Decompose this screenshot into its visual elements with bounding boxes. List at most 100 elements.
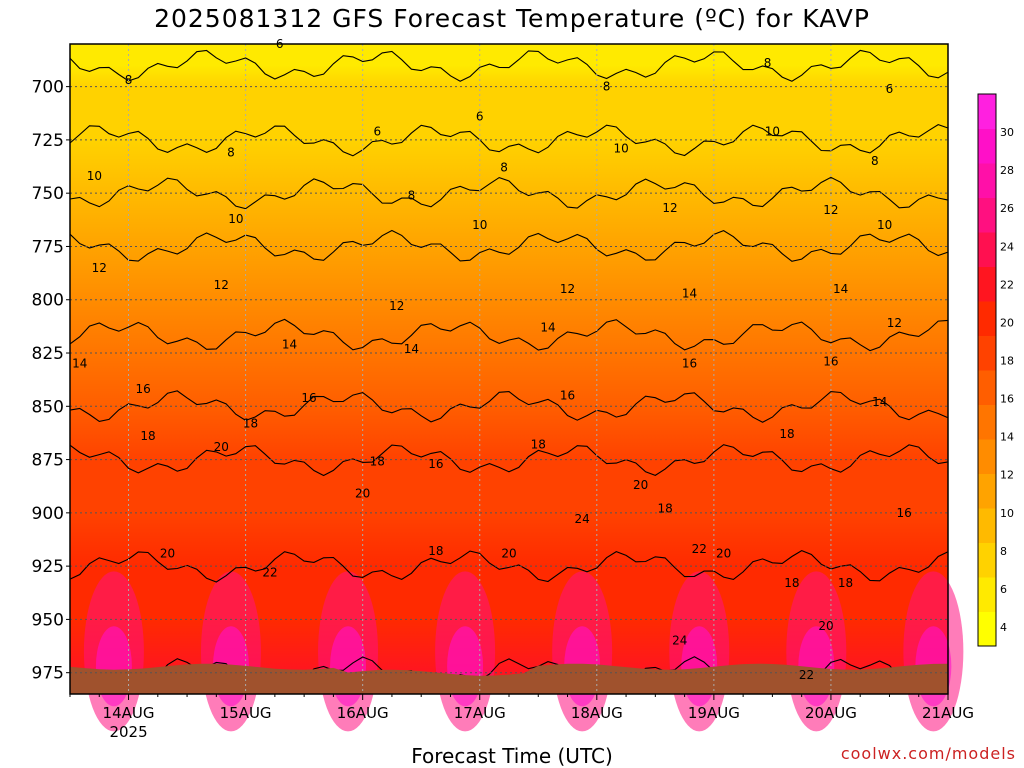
- contour-label: 8: [125, 73, 133, 87]
- contour-label: 12: [92, 261, 107, 275]
- contour-label: 16: [896, 506, 911, 520]
- contour-label: 24: [575, 512, 590, 526]
- contour-label: 14: [72, 357, 87, 371]
- contour-line-10: [69, 176, 949, 210]
- contour-label: 14: [282, 337, 297, 351]
- contour-label: 18: [140, 429, 155, 443]
- contour-label: 18: [428, 544, 443, 558]
- contour-label: 6: [886, 82, 894, 96]
- colorbar-frame: [977, 93, 997, 647]
- contour-label: 20: [818, 619, 833, 633]
- contour-labels: 14 10 12 8 16 18 20 8 10 12 20 18 22 6 14 16 6 8 12 14 20 18 1…: [72, 37, 912, 682]
- terrain-surface: [70, 663, 948, 694]
- x-tick-label: 20AUG: [805, 704, 857, 722]
- x-tick-label: 14AUG: [103, 704, 155, 722]
- colorbar-swatch: [978, 542, 996, 578]
- y-tick-label: 725: [32, 131, 64, 151]
- y-tick-label: 925: [32, 557, 64, 577]
- contour-label: 22: [262, 566, 277, 580]
- y-tick-label: 950: [32, 610, 64, 630]
- contour-line-20: [69, 549, 949, 583]
- contour-label: 20: [355, 487, 370, 501]
- colorbar-swatch: [978, 197, 996, 233]
- credit-link[interactable]: coolwx.com/models: [840, 744, 1016, 763]
- colorbar-swatch: [978, 335, 996, 371]
- x-tick-label: 17AUG: [454, 704, 506, 722]
- contour-label: 10: [472, 218, 487, 232]
- colorbar: 4 6 8 10 12 14 16 18 20 22 24 26 28 30: [977, 93, 1014, 647]
- colorbar-label: 16: [1000, 393, 1014, 406]
- colorbar-label: 18: [1000, 354, 1014, 367]
- contour-label: 14: [833, 282, 848, 296]
- colorbar-label: 10: [1000, 507, 1014, 520]
- contour-label: 14: [540, 320, 555, 334]
- colorbar-label: 8: [1000, 545, 1007, 558]
- y-tick-label: 800: [32, 291, 64, 311]
- contour-label: 12: [214, 278, 229, 292]
- colorbar-swatch: [978, 404, 996, 440]
- contour-label: 18: [657, 502, 672, 516]
- colorbar-swatch: [978, 232, 996, 267]
- contour-label: 20: [716, 546, 731, 560]
- contour-label: 14: [872, 395, 887, 409]
- contour-label: 8: [603, 80, 611, 94]
- x-tick-label: 21AUG: [922, 704, 974, 722]
- x-tick-label: 15AUG: [220, 704, 272, 722]
- contour-label: 10: [765, 124, 780, 138]
- colorbar-label: 30: [1000, 126, 1014, 139]
- contour-label: 6: [476, 109, 484, 123]
- contour-label: 18: [779, 427, 794, 441]
- y-tick-label: 975: [32, 664, 64, 684]
- colorbar-label: 14: [1000, 431, 1014, 444]
- contour-label: 18: [531, 438, 546, 452]
- contour-label: 6: [373, 124, 381, 138]
- y-tick-label: 775: [32, 237, 64, 257]
- contour-label: 8: [227, 146, 235, 160]
- contour-line-12: [69, 229, 949, 262]
- contour-label: 16: [823, 355, 838, 369]
- colorbar-swatch: [978, 163, 996, 198]
- contour-label: 8: [408, 188, 416, 202]
- colorbar-label: 12: [1000, 469, 1014, 482]
- colorbar-swatch: [978, 611, 996, 647]
- contour-label: 8: [500, 161, 508, 175]
- contour-label: 12: [887, 316, 902, 330]
- y-tick-label: 900: [32, 504, 64, 524]
- colorbar-swatch: [978, 94, 996, 129]
- contour-label: 12: [389, 299, 404, 313]
- x-tick-sublabel: 2025: [109, 723, 147, 741]
- chart-title: 2025081312 GFS Forecast Temperature (ºC)…: [154, 4, 870, 33]
- colorbar-label: 20: [1000, 316, 1014, 329]
- x-tick-label: 19AUG: [688, 704, 740, 722]
- contour-label: 18: [784, 576, 799, 590]
- contour-label: 18: [838, 576, 853, 590]
- contour-label: 10: [87, 169, 102, 183]
- x-axis-label: Forecast Time (UTC): [411, 744, 613, 768]
- colorbar-swatch: [978, 128, 996, 164]
- colorbar-swatch: [978, 439, 996, 474]
- contour-label: 8: [764, 56, 772, 70]
- colorbar-label: 26: [1000, 202, 1014, 215]
- contour-line-14: [69, 318, 949, 352]
- x-tick-label: 18AUG: [571, 704, 623, 722]
- contour-label: 10: [614, 141, 629, 155]
- colorbar-label: 24: [1000, 240, 1014, 253]
- colorbar-swatch: [978, 301, 996, 336]
- contour-line-6: [69, 49, 949, 82]
- contour-label: 14: [404, 342, 419, 356]
- colorbar-label: 4: [1000, 621, 1007, 634]
- contour-label: 14: [682, 286, 697, 300]
- y-tick-label: 850: [32, 397, 64, 417]
- axes: 700 725 750 775 800 825 850 875 900 925 950 975 14AU…: [32, 43, 974, 741]
- contour-label: 20: [501, 546, 516, 560]
- colorbar-swatch: [978, 508, 996, 543]
- contour-line-18: [69, 444, 949, 477]
- contour-label: 20: [214, 440, 229, 454]
- colorbar-label: 6: [1000, 583, 1007, 596]
- colorbar-swatch: [978, 577, 996, 612]
- contour-label: 16: [682, 357, 697, 371]
- plot-area: [69, 44, 964, 732]
- contour-label: 12: [662, 201, 677, 215]
- contour-label: 16: [560, 389, 575, 403]
